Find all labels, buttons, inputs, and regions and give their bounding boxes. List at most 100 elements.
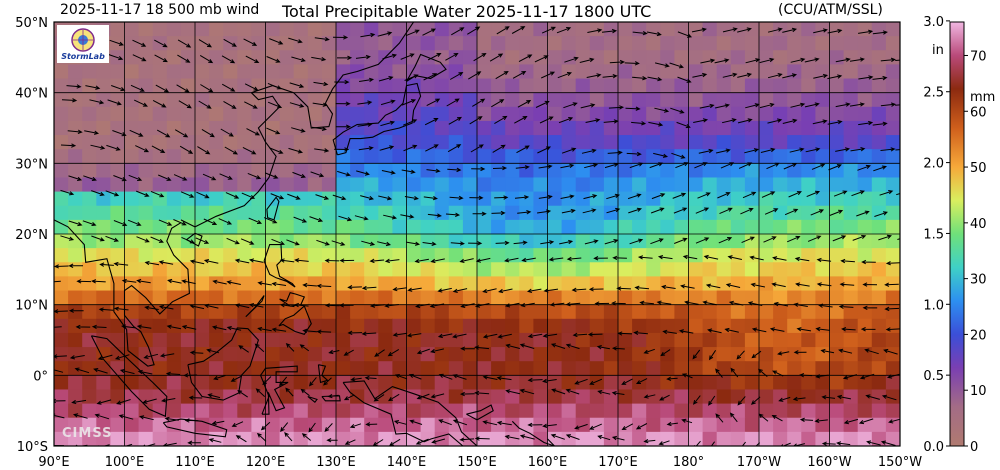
lat-label: 30°N [15, 157, 48, 172]
wind-arrow [159, 353, 175, 358]
wind-arrow [859, 373, 875, 380]
wind-arrow [749, 255, 764, 261]
wind-arrow [840, 258, 855, 264]
wind-arrow [505, 389, 521, 395]
wind-arrow [872, 75, 888, 81]
wind-arrow [69, 355, 85, 360]
wind-arrow [291, 56, 306, 62]
lon-label: 170°W [737, 455, 781, 470]
wind-arrow [238, 345, 249, 353]
wind-arrow [559, 239, 574, 245]
wind-arrow [208, 438, 222, 443]
colorbar-inch-tick: 0.0 [923, 440, 944, 455]
wind-arrow [285, 387, 294, 397]
wind-arrow [885, 327, 900, 332]
wind-arrow [332, 194, 347, 201]
wind-arrow [720, 162, 735, 169]
wind-arrow [179, 145, 194, 154]
wind-arrow [247, 172, 262, 180]
wind-arrow [512, 71, 527, 79]
wind-arrow [517, 210, 532, 215]
wind-arrow [113, 306, 129, 311]
wind-arrow [467, 26, 481, 35]
wind-arrow [771, 282, 786, 288]
wind-arrow [692, 395, 701, 405]
wind-arrow [621, 423, 634, 431]
wind-arrow [60, 189, 75, 196]
wind-arrow [835, 147, 851, 152]
wind-arrow [895, 149, 900, 151]
wind-arrow [494, 195, 509, 200]
wind-arrow [858, 120, 874, 126]
wind-arrow [469, 116, 483, 125]
wind-arrow [561, 208, 576, 214]
wind-arrow [452, 374, 467, 380]
wind-arrow [469, 195, 484, 200]
wind-arrow [452, 333, 467, 339]
wind-arrow [128, 174, 143, 181]
wind-arrow [676, 121, 691, 129]
wind-arrow [302, 328, 317, 334]
wind-arrow [74, 367, 90, 374]
wind-arrow [378, 76, 394, 82]
wind-arrow [334, 79, 350, 85]
colorbar-inch-tick: 1.5 [923, 227, 944, 242]
wind-arrow [572, 332, 588, 338]
wind-arrow [649, 162, 664, 169]
wind-arrow [505, 343, 521, 349]
wind-arrow [254, 343, 265, 353]
wind-arrow [119, 368, 135, 375]
wind-arrow [589, 378, 603, 385]
lon-label: 180° [673, 455, 704, 470]
wind-arrow [475, 257, 491, 263]
wind-arrow [130, 84, 145, 92]
wind-arrow [849, 57, 865, 62]
wind-arrow [858, 29, 874, 35]
wind-arrow [189, 259, 205, 265]
wind-arrow [745, 58, 761, 64]
wind-arrow [219, 173, 233, 180]
wind-arrow [535, 100, 550, 108]
wind-arrow [836, 394, 851, 400]
wind-arrow [99, 262, 114, 267]
wind-arrow [751, 350, 762, 359]
wind-arrow [812, 119, 828, 125]
wind-arrow [675, 162, 689, 169]
wind-arrow [116, 399, 131, 405]
colorbar-mm-unit: mm [970, 90, 995, 105]
wind-arrow [759, 57, 775, 64]
wind-arrow [184, 418, 199, 423]
wind-arrow [221, 83, 236, 92]
colorbar-mm-tick: 20 [970, 328, 987, 343]
wind-arrow [694, 162, 708, 169]
wind-arrow [105, 235, 119, 242]
wind-arrow [266, 127, 281, 135]
colorbar-mm-tick: 30 [970, 273, 987, 288]
wind-arrow [719, 207, 733, 215]
lon-label: 150°W [878, 455, 922, 470]
wind-arrow [470, 144, 484, 153]
wind-arrow [884, 306, 900, 312]
wind-arrow [211, 420, 225, 426]
wind-arrow [580, 103, 596, 109]
wind-arrow [344, 439, 356, 445]
wind-arrow [369, 258, 385, 264]
wind-arrow [635, 378, 648, 384]
wind-arrow [643, 394, 656, 399]
wind-arrow [378, 195, 393, 201]
wind-arrow [745, 103, 760, 109]
wind-arrow [262, 376, 272, 386]
wind-arrow [181, 325, 197, 330]
wind-arrow [158, 219, 173, 226]
wind-arrow [813, 28, 828, 34]
wind-arrow [68, 175, 83, 181]
wind-arrow [583, 194, 598, 200]
wind-arrow [139, 415, 154, 421]
wind-arrow [838, 304, 854, 309]
wind-arrow [248, 258, 264, 263]
wind-arrow [548, 257, 564, 262]
wind-arrow [862, 305, 878, 311]
wind-arrow [285, 342, 295, 352]
wind-arrow [267, 101, 283, 109]
colorbar-inch-tick: 0.5 [923, 369, 944, 384]
